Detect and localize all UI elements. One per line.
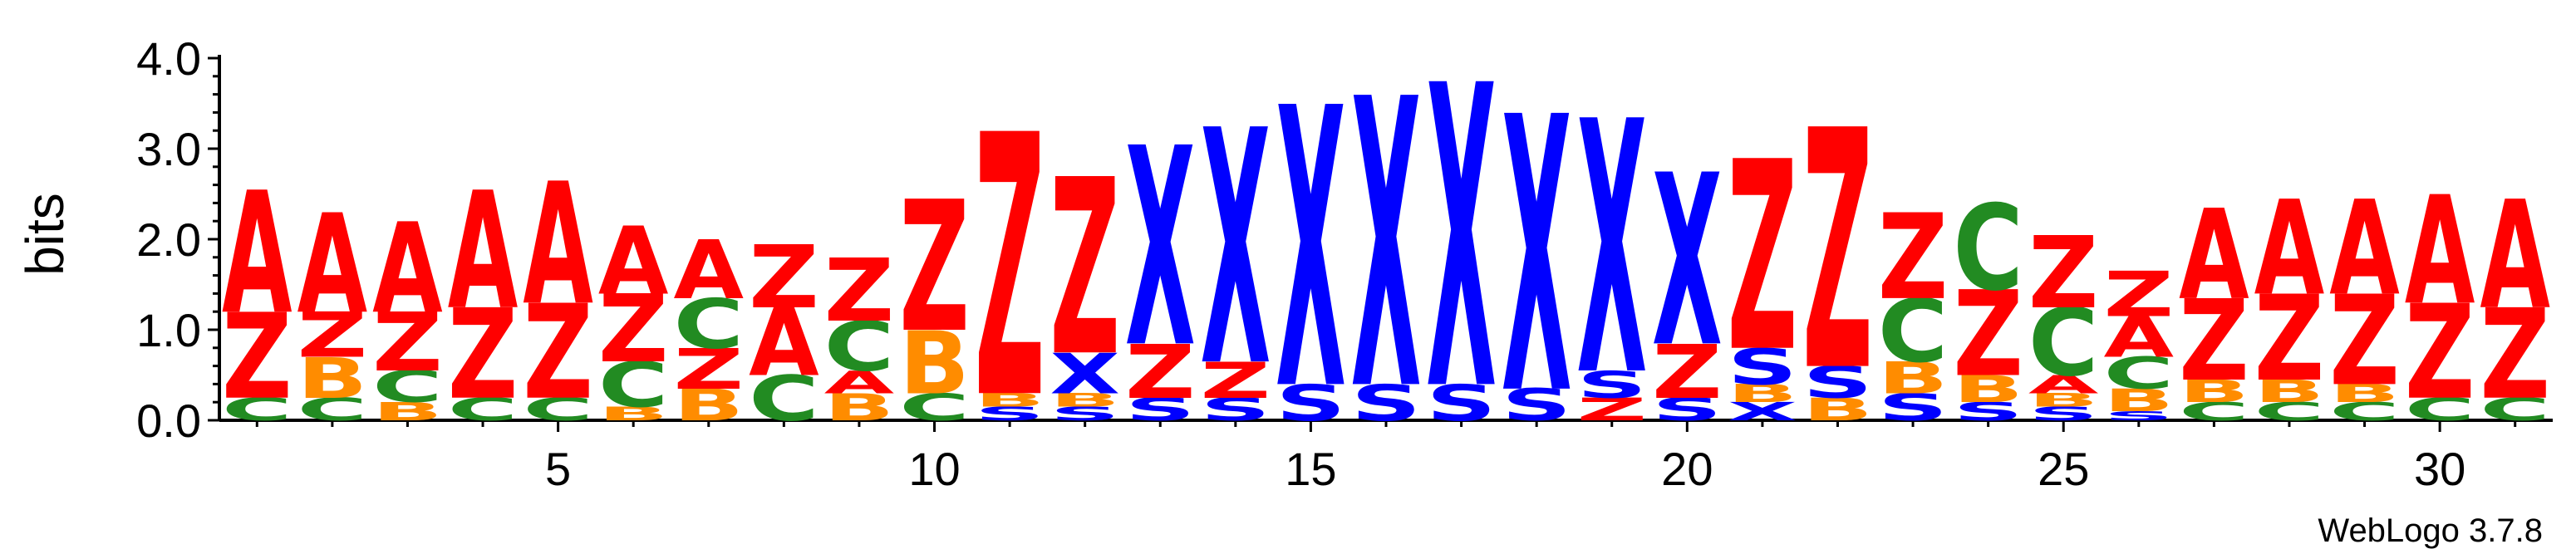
x-tick-label: 20	[1661, 443, 1713, 495]
stack-position-16: SX	[1351, 16, 1422, 478]
stack-position-10: CBZ	[899, 164, 970, 429]
stack-position-2: CBZA	[297, 185, 368, 428]
x-tick-label: 30	[2414, 443, 2465, 495]
stack-position-14: SZX	[1201, 63, 1271, 439]
stack-position-11: SBZ	[975, 60, 1045, 478]
letter-A: A	[222, 158, 293, 352]
stack-position-8: CAZ	[749, 227, 819, 434]
letter-A: A	[448, 159, 519, 346]
letter-Z: Z	[2104, 259, 2175, 331]
letter-A: A	[673, 224, 744, 318]
stack-position-19: ZSX	[1576, 49, 1647, 453]
letter-Z: Z	[1878, 189, 1949, 326]
stack-position-17: SX	[1426, 0, 1497, 483]
y-tick-label: 4.0	[136, 32, 201, 85]
letter-X: X	[1201, 63, 1271, 439]
y-tick-label: 1.0	[136, 304, 201, 356]
x-tick-label: 5	[545, 443, 571, 495]
letter-X: X	[1276, 28, 1346, 475]
letter-Z: Z	[899, 164, 970, 373]
stack-position-4: CZA	[448, 159, 519, 428]
letter-A: A	[2329, 173, 2400, 324]
letter-A: A	[297, 185, 368, 344]
letter-Z: Z	[2028, 214, 2099, 331]
y-tick-label: 3.0	[136, 123, 201, 175]
letter-A: A	[2405, 164, 2475, 338]
letter-Z: Z	[749, 227, 819, 328]
weblogo-version-label: WebLogo 3.7.8	[2318, 512, 2543, 549]
stack-position-20: SZX	[1652, 125, 1723, 428]
y-tick-label: 0.0	[136, 395, 201, 447]
stack-position-22: BSZ	[1802, 61, 1873, 444]
letter-Z: Z	[1802, 61, 1873, 444]
stack-position-24: SBZC	[1953, 180, 2023, 426]
stack-position-31: CZA	[2480, 169, 2550, 428]
letter-A: A	[372, 197, 443, 341]
y-axis-label: bits	[15, 193, 75, 276]
letter-A: A	[598, 208, 669, 316]
stack-position-9: BACZ	[824, 241, 895, 429]
y-ticks: 0.0 1.0 2.0 3.0 4.0	[136, 32, 219, 447]
letter-X: X	[1502, 39, 1572, 478]
stack-position-18: SX	[1502, 39, 1572, 478]
letter-Z: Z	[1728, 105, 1798, 409]
x-tick-label: 25	[2038, 443, 2089, 495]
letter-C: C	[1953, 180, 2023, 317]
stack-position-28: CBZA	[2254, 173, 2325, 426]
letter-Z: Z	[824, 241, 895, 342]
stack-position-30: CZA	[2405, 164, 2475, 429]
letter-X: X	[1652, 125, 1723, 400]
letter-X: X	[1125, 91, 1196, 408]
letter-Z: Z	[975, 60, 1045, 478]
letter-X: X	[1351, 16, 1422, 478]
stack-position-15: SX	[1276, 28, 1346, 475]
letter-A: A	[523, 149, 593, 343]
letter-A: A	[2254, 173, 2325, 324]
stack-position-1: CZA	[222, 158, 293, 428]
letter-X: X	[1576, 49, 1647, 453]
stack-position-5: CZA	[523, 149, 593, 429]
letter-Z: Z	[1050, 129, 1120, 410]
letter-A: A	[2179, 184, 2249, 327]
x-tick-label: 10	[908, 443, 960, 495]
letter-A: A	[2480, 169, 2550, 342]
letter-X: X	[1426, 0, 1497, 483]
stack-position-13: SZX	[1125, 91, 1196, 428]
y-tick-label: 2.0	[136, 213, 201, 266]
